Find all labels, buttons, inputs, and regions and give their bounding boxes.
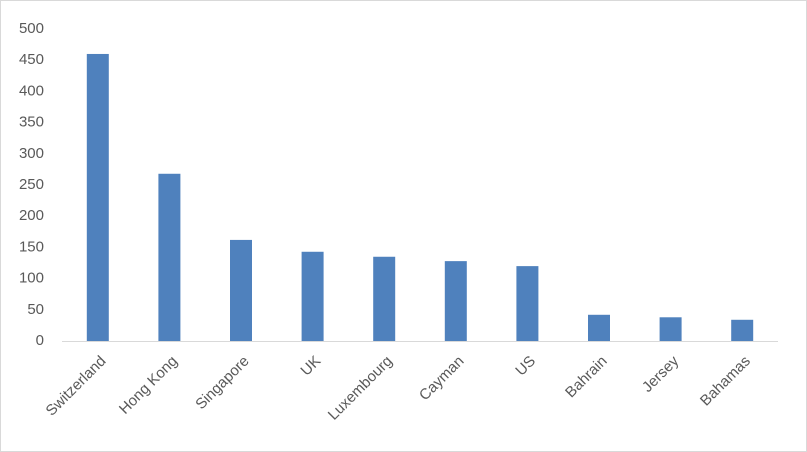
y-tick-label: 150 (19, 238, 44, 255)
bar (588, 314, 610, 341)
bar (301, 251, 324, 341)
y-tick-label: 250 (19, 176, 44, 193)
bar (659, 317, 682, 341)
bar (444, 261, 467, 341)
y-tick-label: 50 (27, 301, 44, 318)
bar (230, 239, 252, 341)
bar (158, 173, 181, 341)
bar (373, 256, 396, 341)
bar (516, 266, 539, 341)
y-tick-label: 0 (36, 332, 44, 349)
y-tick-label: 200 (19, 207, 44, 224)
y-tick-label: 300 (19, 145, 44, 162)
y-tick-label: 500 (19, 20, 44, 37)
y-tick-label: 450 (19, 51, 44, 68)
y-tick-label: 400 (19, 82, 44, 99)
y-tick-label: 350 (19, 114, 44, 131)
bar (86, 53, 109, 342)
y-tick-label: 100 (19, 270, 44, 287)
bar (731, 319, 754, 341)
